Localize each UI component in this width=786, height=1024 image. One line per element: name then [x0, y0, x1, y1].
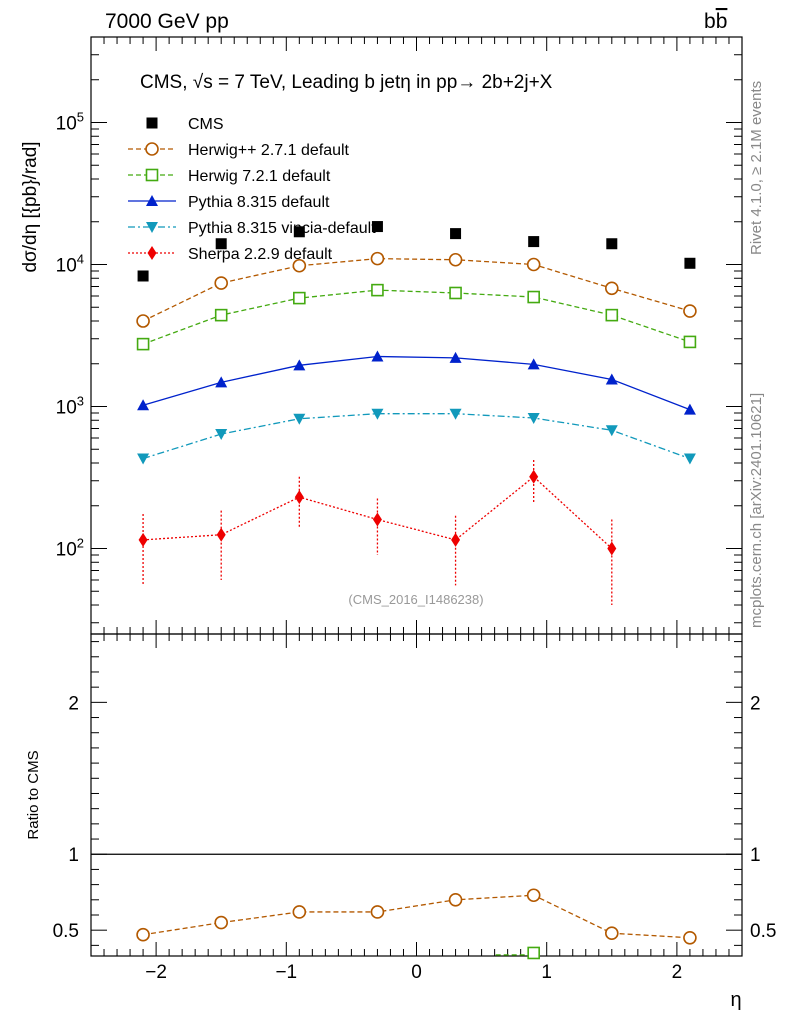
series-0-point: [528, 236, 540, 248]
series-4-point: [293, 413, 306, 425]
y-tick-label: 105: [56, 109, 84, 134]
legend-item-4-marker: [146, 222, 158, 233]
series-2-point: [214, 308, 228, 322]
series-0-point: [137, 270, 149, 282]
series-2-point: [293, 291, 306, 305]
series-3-point: [137, 399, 150, 411]
series-3-point: [449, 351, 462, 363]
series-2-point: [371, 283, 384, 297]
ratio-series-0-point: [292, 905, 307, 919]
legend-item-2-marker: [145, 168, 159, 182]
series-5-point: [138, 532, 148, 547]
x-tick-label: 2: [672, 962, 683, 983]
legend-item-1-marker: [145, 142, 159, 156]
series-5-point: [451, 532, 461, 547]
legend-item-0-marker: [146, 117, 158, 129]
series-2-point: [449, 286, 462, 300]
ratio-plot-frame: [90, 633, 743, 957]
x-tick-label: −1: [275, 962, 297, 983]
legend-item-2-label: Herwig 7.2.1 default: [188, 168, 331, 185]
series-0-point: [450, 228, 462, 240]
series-0-point: [215, 238, 227, 250]
legend-item-3-marker: [146, 195, 158, 206]
y-tick-label: 104: [56, 251, 84, 276]
series-4-point: [683, 453, 696, 465]
series-0-point: [293, 226, 305, 238]
series-2-point: [527, 290, 540, 304]
series-3-line: [142, 355, 691, 411]
series-1-line: [142, 257, 691, 322]
ratio-series-1-point: [527, 946, 540, 960]
series-4-point: [137, 453, 150, 465]
y-tick-label: 102: [56, 536, 84, 561]
x-tick-label: 0: [411, 962, 422, 983]
ratio-series-0-point: [136, 927, 150, 942]
series-1-point: [448, 252, 463, 267]
series-4-point: [371, 408, 384, 420]
series-3-point: [215, 376, 228, 388]
series-2-point: [683, 335, 697, 349]
series-5-point: [372, 512, 382, 527]
ratio-y-tick-label: 1: [68, 845, 79, 866]
series-1-point: [604, 281, 619, 296]
series-1-point: [136, 314, 150, 328]
ratio-y-tick-label: 2: [68, 693, 79, 714]
series-4-point: [527, 412, 540, 424]
series-4-point: [449, 408, 462, 420]
ratio-series-0-point: [526, 888, 541, 903]
series-0-point: [606, 238, 618, 250]
mcplots-label: mcplots.cern.ch [arXiv:2401.10621]: [748, 393, 765, 628]
series-2-point: [605, 308, 619, 322]
series-1-point: [370, 251, 385, 266]
legend-item-5-label: Sherpa 2.2.9 default: [188, 246, 333, 263]
series-2-line: [142, 289, 691, 345]
ratio-y-tick-label: 0.5: [750, 921, 776, 942]
ratio-y-tick-label: 1: [750, 845, 761, 866]
ratio-series-0-point: [214, 915, 228, 930]
ratio-y-axis-label: Ratio to CMS: [25, 750, 42, 839]
legend-item-4-label: Pythia 8.315 vincia-default: [188, 220, 376, 237]
ratio-y-tick-label: 0.5: [53, 921, 79, 942]
y-tick-label: 103: [56, 394, 84, 419]
analysis-watermark: (CMS_2016_I1486238): [348, 592, 483, 607]
legend-item-3-label: Pythia 8.315 default: [188, 194, 330, 211]
series-0-point: [371, 221, 383, 233]
series-5-point: [529, 469, 539, 484]
legend-item-5-marker: [147, 246, 157, 260]
ratio-y-tick-label: 2: [750, 693, 761, 714]
series-3-point: [605, 373, 618, 385]
ratio-series-0-point: [448, 893, 463, 907]
series-1-point: [214, 276, 228, 290]
series-3-point: [683, 403, 696, 415]
series-4-line: [142, 413, 691, 460]
series-4-point: [605, 425, 618, 437]
series-2-point: [136, 337, 150, 351]
plot-title: CMS, √s = 7 TeV, Leading b jetη in pp→ 2…: [140, 72, 553, 93]
legend-item-1-label: Herwig++ 2.7.1 default: [188, 142, 350, 159]
header-process: bb: [704, 10, 727, 33]
ratio-series-0-point: [604, 926, 619, 941]
series-1-point: [292, 258, 307, 273]
series-5-point: [294, 490, 304, 505]
series-1-point: [526, 257, 541, 272]
main-y-axis-label: dσ/dη [{pb}/rad]: [20, 141, 41, 272]
ratio-series-0-point: [683, 930, 697, 945]
legend-item-0-label: CMS: [188, 116, 224, 133]
ratio-series-0-line: [142, 894, 690, 939]
series-3-point: [527, 358, 540, 370]
series-3-point: [371, 350, 384, 362]
series-3-point: [293, 359, 306, 371]
ratio-series-0-point: [370, 905, 385, 919]
series-5-point: [216, 527, 226, 542]
x-tick-label: 1: [541, 962, 552, 983]
x-axis-label: η: [730, 989, 741, 1011]
series-4-point: [215, 429, 228, 441]
series-5-point: [607, 541, 617, 556]
x-tick-label: −2: [145, 962, 167, 983]
rivet-label: Rivet 4.1.0, ≥ 2.1M events: [748, 81, 765, 255]
series-1-point: [683, 304, 697, 318]
series-0-point: [684, 257, 696, 269]
header-energy: 7000 GeV pp: [105, 10, 229, 33]
